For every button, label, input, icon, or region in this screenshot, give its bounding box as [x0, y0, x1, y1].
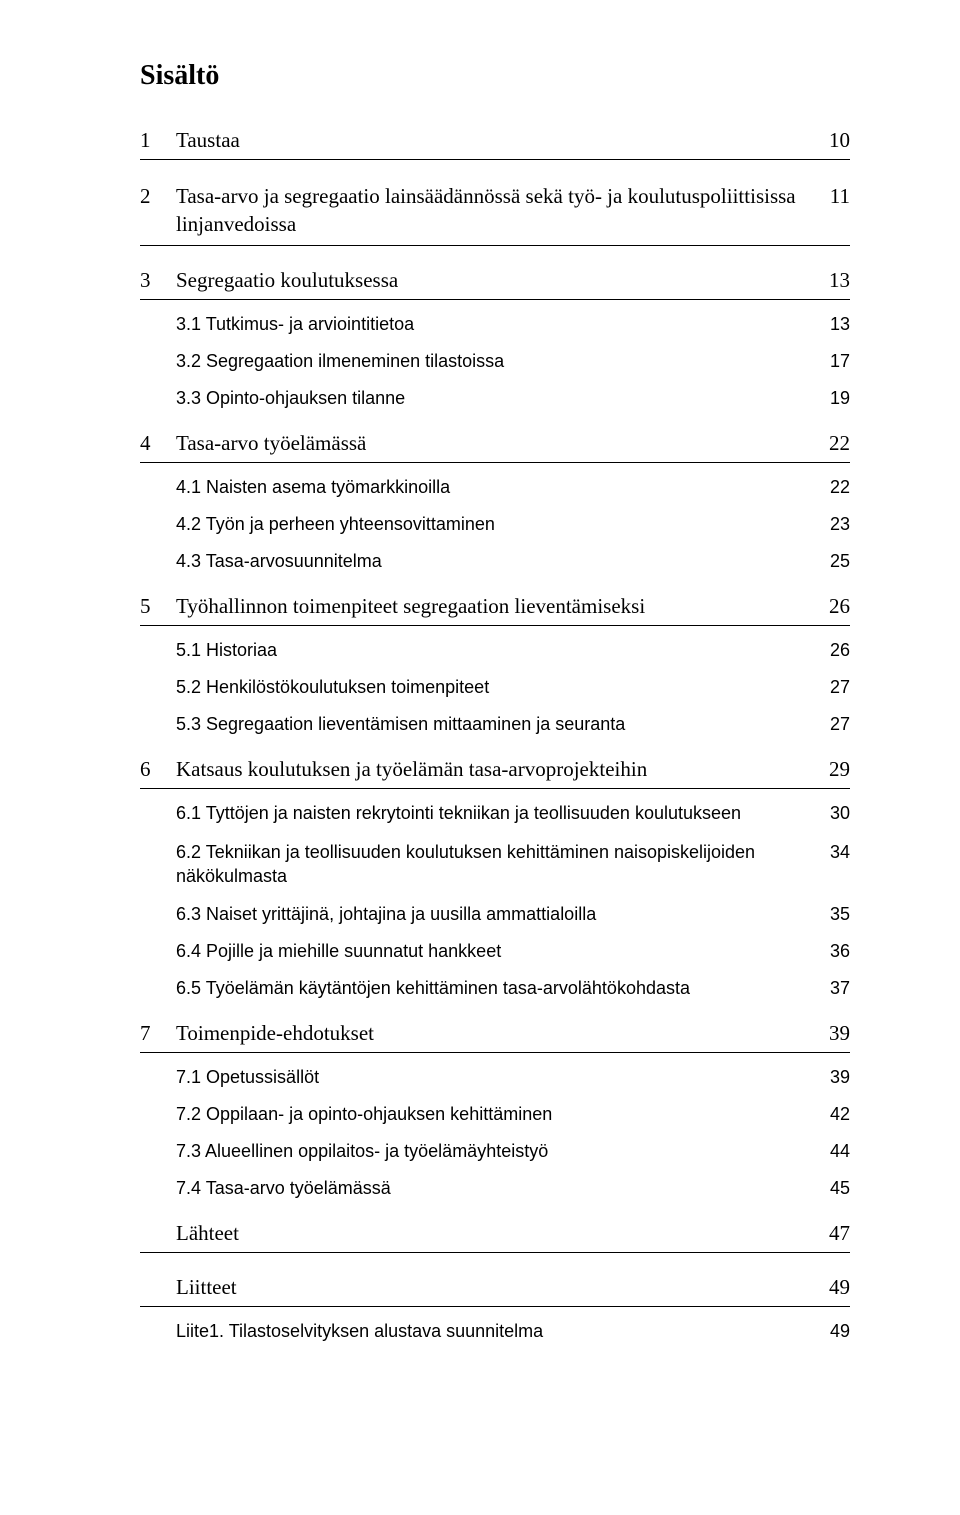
toc-entry: 2Tasa-arvo ja segregaatio lainsäädännöss…	[140, 182, 850, 246]
toc-chapter-title: Katsaus koulutuksen ja työelämän tasa-ar…	[176, 757, 816, 782]
toc-entry: 5.1 Historiaa26	[140, 640, 850, 661]
toc-chapter-number: 4	[140, 431, 176, 456]
toc-entry: 4.1 Naisten asema työmarkkinoilla22	[140, 477, 850, 498]
toc-chapter-title: Liitteet	[176, 1275, 816, 1300]
toc-page-number: 23	[816, 514, 850, 535]
toc-section-title: 4.3 Tasa-arvosuunnitelma	[176, 551, 816, 572]
toc-entry: 7.2 Oppilaan- ja opinto-ohjauksen kehitt…	[140, 1104, 850, 1125]
toc-chapter-title: Taustaa	[176, 128, 816, 153]
toc-chapter-number: 2	[140, 184, 176, 209]
toc-section-title: 5.1 Historiaa	[176, 640, 816, 661]
toc-footer-text: Liite1. Tilastoselvityksen alustava suun…	[176, 1321, 816, 1342]
toc-section-title: 7.2 Oppilaan- ja opinto-ohjauksen kehitt…	[176, 1104, 816, 1125]
toc-section-title: 6.2 Tekniikan ja teollisuuden koulutukse…	[176, 840, 816, 889]
toc-page-number: 27	[816, 714, 850, 735]
toc-entry: Liitteet49	[140, 1275, 850, 1307]
toc-entry: Lähteet47	[140, 1221, 850, 1253]
toc-section-title: 7.3 Alueellinen oppilaitos- ja työelämäy…	[176, 1141, 816, 1162]
toc-section-title: 3.2 Segregaation ilmeneminen tilastoissa	[176, 351, 816, 372]
toc-entry: 6Katsaus koulutuksen ja työelämän tasa-a…	[140, 757, 850, 789]
toc-page-number: 47	[816, 1221, 850, 1246]
toc-entry: 4.3 Tasa-arvosuunnitelma25	[140, 551, 850, 572]
toc-page-number: 13	[816, 268, 850, 293]
toc-entry: 5.3 Segregaation lieventämisen mittaamin…	[140, 714, 850, 735]
toc-section-title: 4.2 Työn ja perheen yhteensovittaminen	[176, 514, 816, 535]
toc-entry: 7.3 Alueellinen oppilaitos- ja työelämäy…	[140, 1141, 850, 1162]
toc-entry: 6.2 Tekniikan ja teollisuuden koulutukse…	[140, 840, 850, 889]
toc-entry: 6.4 Pojille ja miehille suunnatut hankke…	[140, 941, 850, 962]
toc-list: 1Taustaa10 2Tasa-arvo ja segregaatio lain…	[140, 128, 850, 1307]
toc-page-number: 19	[816, 388, 850, 409]
toc-entry: 7.4 Tasa-arvo työelämässä45	[140, 1178, 850, 1199]
toc-page-number: 29	[816, 757, 850, 782]
toc-entry: 7.1 Opetussisällöt39	[140, 1067, 850, 1088]
toc-page-number: 49	[816, 1275, 850, 1300]
toc-footer: Liite1. Tilastoselvityksen alustava suun…	[140, 1321, 850, 1342]
toc-section-title: 6.5 Työelämän käytäntöjen kehittäminen t…	[176, 978, 816, 999]
toc-chapter-number: 7	[140, 1021, 176, 1046]
toc-title: Sisältö	[140, 60, 850, 92]
toc-entry: 7Toimenpide-ehdotukset39	[140, 1021, 850, 1053]
toc-entry: 1Taustaa10	[140, 128, 850, 160]
toc-page-number: 13	[816, 314, 850, 335]
toc-entry: 3.2 Segregaation ilmeneminen tilastoissa…	[140, 351, 850, 372]
toc-section-title: 7.4 Tasa-arvo työelämässä	[176, 1178, 816, 1199]
toc-section-title: 5.3 Segregaation lieventämisen mittaamin…	[176, 714, 816, 735]
toc-page-number: 30	[816, 803, 850, 824]
toc-entry: 6.1 Tyttöjen ja naisten rekrytointi tekn…	[140, 803, 850, 824]
toc-page-number: 36	[816, 941, 850, 962]
toc-page-number: 11	[816, 184, 850, 209]
toc-section-title: 3.3 Opinto-ohjauksen tilanne	[176, 388, 816, 409]
toc-entry: 6.5 Työelämän käytäntöjen kehittäminen t…	[140, 978, 850, 999]
toc-entry: 4Tasa-arvo työelämässä22	[140, 431, 850, 463]
toc-page-number: 22	[816, 431, 850, 456]
toc-page-number: 39	[816, 1021, 850, 1046]
toc-section-title: 4.1 Naisten asema työmarkkinoilla	[176, 477, 816, 498]
toc-chapter-title: Työhallinnon toimenpiteet segregaation l…	[176, 594, 816, 619]
toc-page-number: 42	[816, 1104, 850, 1125]
toc-entry: 5Työhallinnon toimenpiteet segregaation …	[140, 594, 850, 626]
toc-entry: 4.2 Työn ja perheen yhteensovittaminen23	[140, 514, 850, 535]
toc-chapter-number: 1	[140, 128, 176, 153]
toc-page-number: 22	[816, 477, 850, 498]
toc-section-title: 3.1 Tutkimus- ja arviointitietoa	[176, 314, 816, 335]
toc-entry: 5.2 Henkilöstökoulutuksen toimenpiteet27	[140, 677, 850, 698]
toc-page-number: 27	[816, 677, 850, 698]
toc-section-title: 6.4 Pojille ja miehille suunnatut hankke…	[176, 941, 816, 962]
toc-chapter-title: Tasa-arvo työelämässä	[176, 431, 816, 456]
toc-chapter-title: Segregaatio koulutuksessa	[176, 268, 816, 293]
toc-page-number: 34	[816, 842, 850, 863]
toc-page-number: 39	[816, 1067, 850, 1088]
toc-page-number: 25	[816, 551, 850, 572]
toc-chapter-title: Lähteet	[176, 1221, 816, 1246]
toc-footer-page: 49	[816, 1321, 850, 1342]
toc-section-title: 7.1 Opetussisällöt	[176, 1067, 816, 1088]
toc-entry: 3.1 Tutkimus- ja arviointitietoa13	[140, 314, 850, 335]
toc-page-number: 26	[816, 640, 850, 661]
toc-chapter-title: Toimenpide-ehdotukset	[176, 1021, 816, 1046]
toc-page-number: 37	[816, 978, 850, 999]
toc-section-title: 6.3 Naiset yrittäjinä, johtajina ja uusi…	[176, 904, 816, 925]
toc-page-number: 35	[816, 904, 850, 925]
toc-section-title: 5.2 Henkilöstökoulutuksen toimenpiteet	[176, 677, 816, 698]
toc-chapter-number: 3	[140, 268, 176, 293]
toc-chapter-title: Tasa-arvo ja segregaatio lainsäädännössä…	[176, 182, 816, 239]
toc-section-title: 6.1 Tyttöjen ja naisten rekrytointi tekn…	[176, 803, 816, 824]
toc-chapter-number: 5	[140, 594, 176, 619]
toc-entry: 3.3 Opinto-ohjauksen tilanne19	[140, 388, 850, 409]
toc-chapter-number: 6	[140, 757, 176, 782]
toc-page-number: 26	[816, 594, 850, 619]
toc-page-number: 17	[816, 351, 850, 372]
page-container: Sisältö 1Taustaa10 2Tasa-arvo ja segregaa…	[0, 0, 960, 1398]
toc-entry: 6.3 Naiset yrittäjinä, johtajina ja uusi…	[140, 904, 850, 925]
toc-page-number: 44	[816, 1141, 850, 1162]
toc-entry: 3Segregaatio koulutuksessa13	[140, 268, 850, 300]
toc-page-number: 45	[816, 1178, 850, 1199]
toc-page-number: 10	[816, 128, 850, 153]
